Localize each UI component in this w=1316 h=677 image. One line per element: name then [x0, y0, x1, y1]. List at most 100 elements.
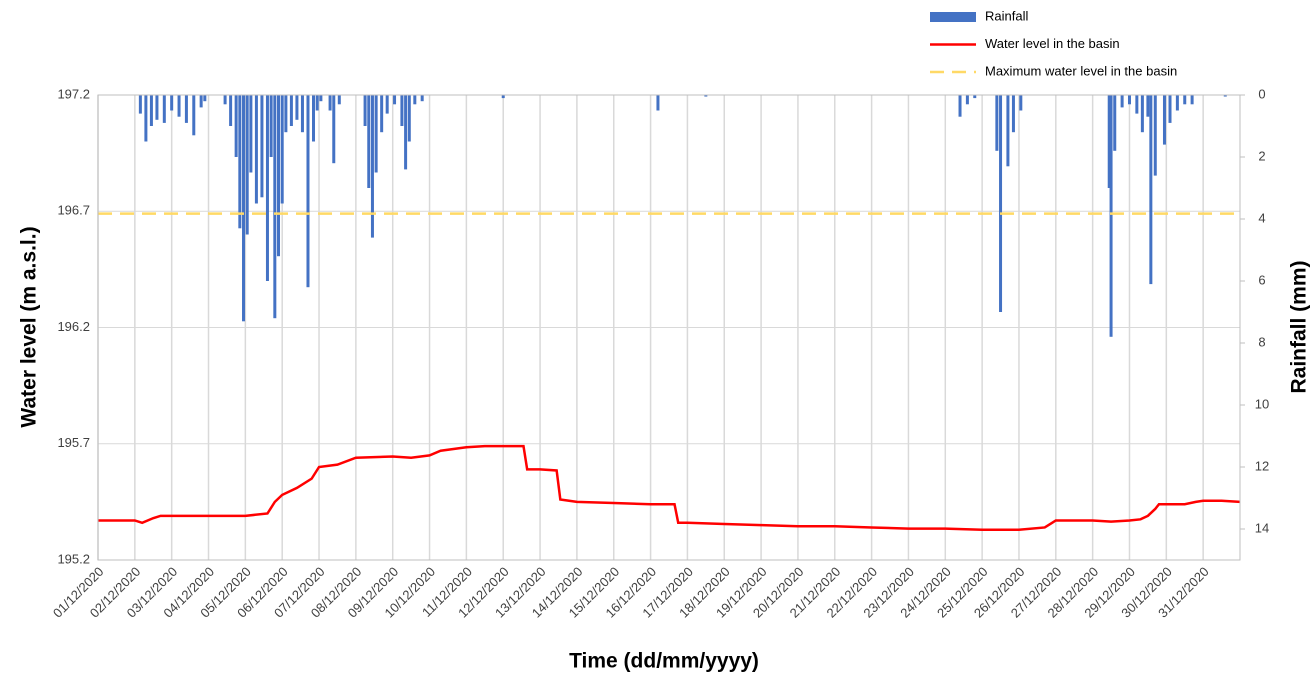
plot-area	[98, 95, 1241, 532]
rain-bar	[328, 95, 332, 111]
rain-bar	[973, 95, 977, 99]
rain-bar	[1135, 95, 1139, 114]
rain-bar	[1153, 95, 1157, 176]
y2-tick-label: 2	[1258, 148, 1265, 163]
rain-bar	[367, 95, 371, 188]
rain-bar	[400, 95, 404, 126]
rain-bar	[404, 95, 408, 170]
water-level-line	[98, 444, 1241, 532]
rain-bar	[199, 95, 203, 108]
rain-bar	[223, 95, 227, 105]
rain-bar	[1006, 95, 1010, 167]
x-axis-title: Time (dd/mm/yyyy)	[569, 650, 759, 673]
rain-bar	[1109, 95, 1113, 337]
rain-bar	[300, 95, 304, 133]
rain-bar	[337, 95, 341, 105]
rain-bar	[1183, 95, 1187, 105]
rain-bar	[1190, 95, 1194, 105]
rain-bar	[280, 95, 284, 204]
rain-bar	[245, 95, 249, 235]
rain-bar	[1120, 95, 1124, 108]
legend-label: Water level in the basin	[985, 36, 1120, 51]
y2-axis-title: Rainfall (mm)	[1288, 260, 1311, 393]
rain-bar	[254, 95, 258, 204]
rain-bar	[420, 95, 424, 102]
rain-bar	[319, 95, 323, 102]
rain-bar	[273, 95, 277, 319]
rain-bar	[306, 95, 310, 288]
rain-bar	[249, 95, 253, 173]
rain-bar	[234, 95, 238, 157]
legend-label: Maximum water level in the basin	[985, 63, 1177, 78]
rain-bar	[995, 95, 999, 151]
rain-bar	[1113, 95, 1117, 151]
rain-bar	[393, 95, 397, 105]
rain-bar	[177, 95, 181, 117]
rain-bar	[242, 95, 246, 322]
rain-bar	[385, 95, 389, 114]
rain-bar	[958, 95, 962, 117]
rain-bar	[363, 95, 367, 126]
y2-tick-label: 4	[1258, 210, 1265, 225]
y2-tick-label: 10	[1255, 396, 1269, 411]
legend-label: Rainfall	[985, 8, 1028, 23]
rain-bar	[144, 95, 148, 142]
rain-bar	[1107, 95, 1111, 188]
rain-bar	[295, 95, 299, 120]
rain-bar	[170, 95, 174, 111]
y-tick-label: 195.2	[57, 551, 90, 566]
rain-bar	[370, 95, 374, 238]
rain-bar	[192, 95, 196, 136]
rain-bar	[999, 95, 1003, 312]
rain-bar	[1011, 95, 1015, 133]
y2-tick-label: 14	[1255, 520, 1269, 535]
rain-bar	[965, 95, 969, 105]
y2-tick-label: 12	[1255, 458, 1269, 473]
y2-tick-label: 6	[1258, 272, 1265, 287]
y-tick-label: 197.2	[57, 86, 90, 101]
rain-bar	[203, 95, 207, 102]
rain-bar	[374, 95, 378, 173]
rain-bar	[284, 95, 288, 133]
plot-frame	[97, 94, 1241, 561]
rain-bar	[315, 95, 319, 111]
rain-bar	[656, 95, 660, 111]
rain-bar	[1127, 95, 1131, 105]
legend-swatch	[930, 12, 976, 22]
rain-bar	[380, 95, 384, 133]
grid	[97, 94, 1240, 561]
y-tick-label: 196.2	[57, 319, 90, 334]
rain-bar	[162, 95, 166, 123]
rain-bar	[149, 95, 153, 126]
rain-bar	[704, 95, 708, 97]
rain-bar	[277, 95, 281, 257]
rain-bar	[265, 95, 269, 281]
rain-bar	[269, 95, 273, 157]
y2-tick-label: 8	[1258, 334, 1265, 349]
rain-bar	[1162, 95, 1166, 145]
rain-bar	[332, 95, 336, 164]
rain-bar	[1019, 95, 1023, 111]
y2-tick-label: 0	[1258, 86, 1265, 101]
axes: Time (dd/mm/yyyy) Water level (m a.s.l.)…	[18, 8, 1311, 672]
rain-bar	[229, 95, 233, 126]
rain-bar	[260, 95, 264, 198]
rain-bar	[1175, 95, 1179, 111]
rain-bar	[1149, 95, 1153, 285]
rain-bar	[155, 95, 159, 120]
rain-bar	[184, 95, 188, 123]
rain-bar	[1140, 95, 1144, 133]
rain-bar	[312, 95, 316, 142]
rain-bar	[501, 95, 505, 99]
y-axis-title: Water level (m a.s.l.)	[18, 226, 41, 427]
y-tick-label: 196.7	[57, 203, 90, 218]
rain-bar	[1168, 95, 1172, 123]
rain-bar	[407, 95, 411, 142]
rain-bar	[1146, 95, 1150, 117]
rain-bar	[138, 95, 142, 114]
rain-bar	[1223, 95, 1227, 97]
rain-bar	[413, 95, 417, 105]
y-tick-label: 195.7	[57, 435, 90, 450]
rain-bar	[289, 95, 293, 126]
